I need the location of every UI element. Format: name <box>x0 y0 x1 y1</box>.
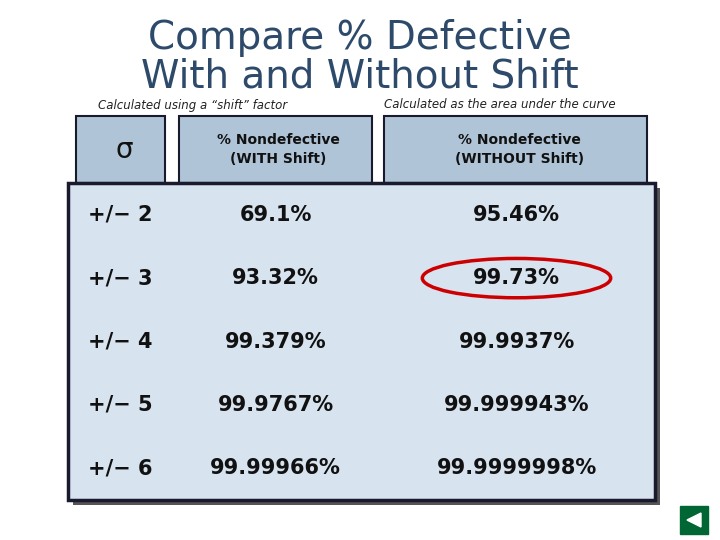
Text: 99.9767%: 99.9767% <box>217 395 333 415</box>
Text: % Nondefective
(WITH Shift): % Nondefective (WITH Shift) <box>217 133 340 166</box>
Text: Compare % Defective: Compare % Defective <box>148 19 572 57</box>
FancyBboxPatch shape <box>73 188 660 505</box>
Text: With and Without Shift: With and Without Shift <box>141 57 579 95</box>
Text: Calculated using a “shift” factor: Calculated using a “shift” factor <box>99 98 287 111</box>
Text: Calculated as the area under the curve: Calculated as the area under the curve <box>384 98 616 111</box>
Polygon shape <box>687 513 701 527</box>
Text: 69.1%: 69.1% <box>239 205 312 225</box>
Text: 99.999943%: 99.999943% <box>444 395 589 415</box>
Text: 99.379%: 99.379% <box>225 332 326 352</box>
Text: +/− 3: +/− 3 <box>89 268 153 288</box>
FancyBboxPatch shape <box>68 183 655 500</box>
FancyBboxPatch shape <box>680 506 708 534</box>
FancyBboxPatch shape <box>384 116 647 183</box>
Text: σ: σ <box>116 136 133 164</box>
Text: +/− 4: +/− 4 <box>89 332 153 352</box>
Text: 99.9937%: 99.9937% <box>459 332 575 352</box>
Text: % Nondefective
(WITHOUT Shift): % Nondefective (WITHOUT Shift) <box>455 133 584 166</box>
Text: 99.73%: 99.73% <box>473 268 560 288</box>
FancyBboxPatch shape <box>179 116 372 183</box>
Text: +/− 5: +/− 5 <box>88 395 153 415</box>
Text: +/− 6: +/− 6 <box>89 458 153 478</box>
Text: 99.99966%: 99.99966% <box>210 458 341 478</box>
Text: 95.46%: 95.46% <box>473 205 560 225</box>
FancyBboxPatch shape <box>76 116 165 183</box>
Text: +/− 2: +/− 2 <box>89 205 153 225</box>
Text: 93.32%: 93.32% <box>232 268 319 288</box>
Text: 99.9999998%: 99.9999998% <box>436 458 597 478</box>
